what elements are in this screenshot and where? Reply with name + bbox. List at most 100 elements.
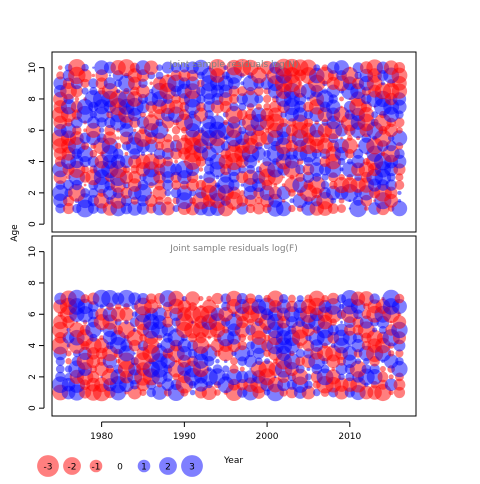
data-bubble [103, 77, 117, 90]
data-bubble [124, 151, 129, 156]
data-bubble [198, 167, 204, 172]
data-bubble [358, 291, 374, 307]
data-bubble [279, 117, 289, 127]
data-bubble [119, 307, 134, 322]
data-bubble [166, 128, 170, 132]
data-bubble [341, 137, 358, 154]
data-bubble [57, 65, 63, 70]
data-bubble [305, 373, 312, 381]
panel-frame [51, 51, 417, 233]
data-bubble [199, 304, 203, 309]
data-bubble [331, 367, 336, 371]
y-tick-label: 8 [28, 280, 38, 286]
y-tick-label: 6 [28, 311, 38, 317]
data-bubble [395, 349, 404, 358]
data-bubble [340, 136, 343, 140]
data-bubble [215, 304, 220, 309]
legend-label: 2 [165, 463, 171, 473]
data-bubble [304, 380, 313, 389]
data-bubble [239, 366, 245, 372]
data-bubble [160, 201, 175, 216]
data-bubble [300, 59, 317, 76]
data-bubble [325, 369, 341, 385]
data-bubble [230, 357, 238, 366]
data-bubble [306, 367, 311, 372]
y-tick-label: 8 [28, 96, 38, 102]
data-bubble [174, 159, 178, 164]
legend-bubble [89, 459, 103, 473]
data-bubble [236, 293, 248, 305]
data-bubble [150, 152, 153, 155]
data-bubble [254, 86, 264, 96]
x-tick-label: 1990 [173, 432, 196, 442]
data-bubble [340, 105, 343, 108]
data-bubble [68, 58, 86, 77]
data-bubble [396, 126, 403, 134]
legend-label: 0 [117, 463, 123, 473]
data-bubble [216, 113, 219, 116]
data-bubble [327, 292, 340, 305]
data-bubble [238, 126, 247, 135]
data-bubble [65, 358, 72, 365]
data-bubble [214, 389, 221, 396]
y-tick-label: 2 [28, 190, 38, 196]
data-bubble [379, 366, 386, 373]
data-bubble [228, 179, 240, 191]
data-bubble [144, 299, 159, 314]
data-bubble [321, 173, 329, 181]
y-axis-label: Age [10, 224, 20, 242]
legend-label: -3 [44, 463, 53, 473]
data-bubble [132, 327, 137, 332]
data-bubble [288, 204, 296, 213]
y-tick-label: 2 [28, 374, 38, 380]
data-bubble [245, 203, 256, 214]
data-bubble [155, 118, 164, 127]
legend-label: 1 [141, 463, 147, 473]
data-bubble [89, 87, 98, 96]
data-bubble [81, 165, 90, 174]
data-bubble [144, 60, 159, 75]
data-bubble [81, 141, 90, 150]
data-bubble [321, 64, 329, 71]
data-bubble [65, 350, 72, 357]
data-bubble [382, 289, 401, 308]
data-bubble [72, 125, 82, 135]
y-axis: 0 2 4 6 8 10 [28, 246, 45, 411]
data-bubble [295, 164, 306, 175]
data-bubble [99, 127, 105, 133]
data-bubble [193, 59, 209, 76]
legend-bubble [181, 455, 203, 477]
data-bubble [133, 128, 137, 132]
data-bubble [245, 293, 256, 304]
data-bubble [254, 94, 264, 104]
data-bubble [252, 202, 265, 215]
data-bubble [55, 371, 66, 382]
y-tick-label: 4 [28, 158, 38, 164]
data-bubble [239, 190, 246, 196]
x-tick-label: 1980 [90, 432, 113, 442]
data-bubble [229, 364, 239, 374]
data-bubble [140, 111, 146, 118]
data-bubble [348, 66, 352, 69]
data-bubble [116, 136, 120, 140]
data-bubble [150, 191, 153, 195]
data-bubble [282, 176, 285, 179]
data-bubble [274, 375, 277, 379]
data-bubble [83, 183, 87, 187]
data-bubble [226, 290, 242, 307]
data-bubble [55, 364, 65, 374]
data-bubble [263, 103, 271, 111]
legend-bubble [159, 457, 177, 475]
y-tick-label: 10 [28, 246, 38, 258]
data-bubble [364, 206, 369, 211]
panel-title: Joint sample residuals log(F) [169, 244, 297, 254]
data-bubble [292, 177, 309, 193]
data-bubble [145, 293, 157, 304]
data-bubble [128, 292, 141, 305]
data-bubble [91, 73, 96, 78]
data-bubble [369, 363, 380, 375]
data-bubble [137, 292, 149, 305]
data-bubble [202, 299, 217, 314]
data-bubble [393, 62, 406, 74]
data-bubble [335, 363, 348, 376]
